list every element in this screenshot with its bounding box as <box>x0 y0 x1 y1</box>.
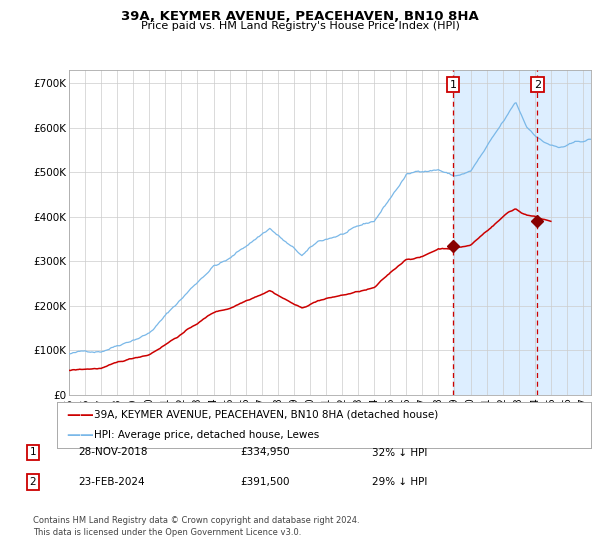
Bar <box>537 70 591 395</box>
Text: ——: —— <box>66 408 94 422</box>
Text: 29% ↓ HPI: 29% ↓ HPI <box>372 477 427 487</box>
Text: 23-FEB-2024: 23-FEB-2024 <box>78 477 145 487</box>
Text: 1: 1 <box>29 447 37 458</box>
Text: 39A, KEYMER AVENUE, PEACEHAVEN, BN10 8HA: 39A, KEYMER AVENUE, PEACEHAVEN, BN10 8HA <box>121 10 479 23</box>
Bar <box>537 70 591 395</box>
Text: £391,500: £391,500 <box>240 477 290 487</box>
Text: £334,950: £334,950 <box>240 447 290 458</box>
Text: 2: 2 <box>29 477 37 487</box>
Text: ——: —— <box>66 428 94 442</box>
Text: Price paid vs. HM Land Registry's House Price Index (HPI): Price paid vs. HM Land Registry's House … <box>140 21 460 31</box>
Text: 2: 2 <box>533 80 541 90</box>
Text: 32% ↓ HPI: 32% ↓ HPI <box>372 447 427 458</box>
Text: 39A, KEYMER AVENUE, PEACEHAVEN, BN10 8HA (detached house): 39A, KEYMER AVENUE, PEACEHAVEN, BN10 8HA… <box>94 410 439 420</box>
Text: HPI: Average price, detached house, Lewes: HPI: Average price, detached house, Lewe… <box>94 430 319 440</box>
Text: 28-NOV-2018: 28-NOV-2018 <box>78 447 148 458</box>
Text: 1: 1 <box>449 80 457 90</box>
Text: Contains HM Land Registry data © Crown copyright and database right 2024.
This d: Contains HM Land Registry data © Crown c… <box>33 516 359 537</box>
Bar <box>453 70 537 395</box>
